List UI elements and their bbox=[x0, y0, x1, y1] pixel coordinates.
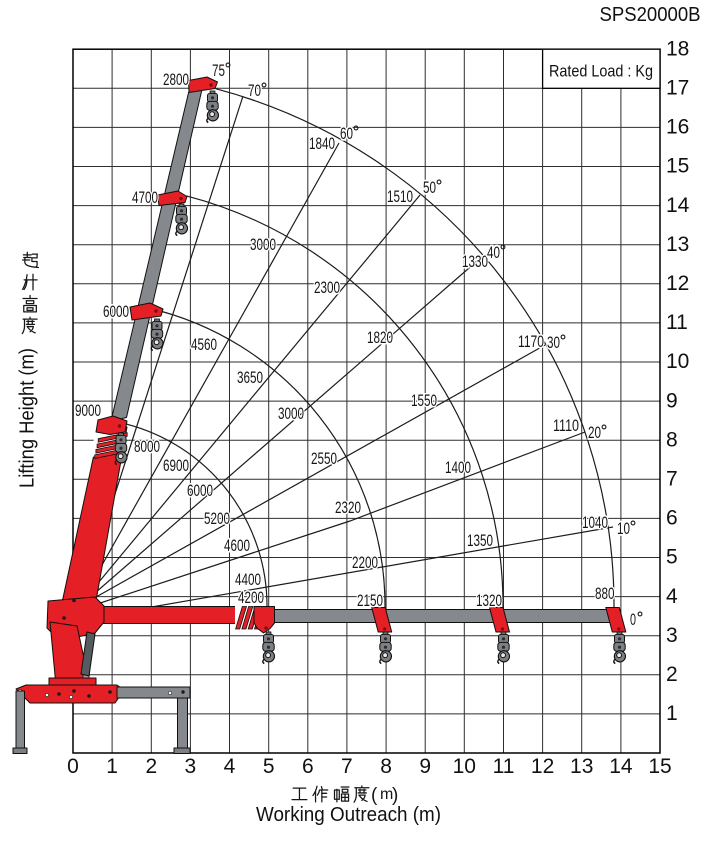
svg-text:1110: 1110 bbox=[553, 416, 579, 435]
svg-text:4: 4 bbox=[224, 755, 236, 778]
svg-text:9: 9 bbox=[666, 389, 678, 412]
svg-text:7: 7 bbox=[666, 468, 678, 491]
svg-text:4560: 4560 bbox=[191, 335, 217, 354]
svg-text:4600: 4600 bbox=[224, 536, 250, 555]
svg-text:8: 8 bbox=[380, 755, 392, 778]
svg-text:6: 6 bbox=[302, 755, 314, 778]
svg-text:1170: 1170 bbox=[518, 332, 544, 351]
svg-text:2800: 2800 bbox=[163, 70, 189, 89]
svg-text:70: 70 bbox=[248, 81, 261, 100]
svg-text:2320: 2320 bbox=[335, 498, 361, 517]
svg-text:60: 60 bbox=[340, 124, 353, 143]
svg-text:1400: 1400 bbox=[445, 458, 471, 477]
svg-text:2200: 2200 bbox=[352, 553, 378, 572]
svg-text:4400: 4400 bbox=[235, 570, 261, 589]
svg-text:1: 1 bbox=[106, 755, 118, 778]
svg-text:m: m bbox=[380, 786, 393, 803]
svg-text:3: 3 bbox=[666, 624, 678, 647]
svg-text:1820: 1820 bbox=[367, 328, 393, 347]
svg-text:9000: 9000 bbox=[75, 401, 101, 420]
svg-text:1040: 1040 bbox=[582, 513, 608, 532]
svg-text:50: 50 bbox=[423, 178, 436, 197]
svg-text:14: 14 bbox=[609, 755, 633, 778]
svg-text:Rated Load : Kg: Rated Load : Kg bbox=[549, 63, 653, 81]
svg-text:0: 0 bbox=[630, 610, 636, 629]
svg-text:1330: 1330 bbox=[462, 252, 488, 271]
svg-text:4700: 4700 bbox=[132, 188, 158, 207]
svg-text:13: 13 bbox=[570, 755, 593, 778]
svg-text:10: 10 bbox=[617, 519, 630, 538]
svg-text:0: 0 bbox=[67, 755, 79, 778]
svg-text:10: 10 bbox=[453, 755, 476, 778]
svg-text:4200: 4200 bbox=[238, 588, 264, 607]
svg-text:15: 15 bbox=[666, 155, 689, 178]
svg-text:17: 17 bbox=[666, 77, 689, 100]
svg-text:2: 2 bbox=[145, 755, 157, 778]
svg-text:5: 5 bbox=[263, 755, 275, 778]
svg-text:18: 18 bbox=[666, 37, 689, 60]
svg-text:1510: 1510 bbox=[387, 187, 413, 206]
svg-text:6000: 6000 bbox=[103, 302, 129, 321]
svg-text:3650: 3650 bbox=[237, 368, 263, 387]
svg-text:10: 10 bbox=[666, 350, 689, 373]
svg-text:880: 880 bbox=[595, 584, 615, 603]
svg-text:3: 3 bbox=[185, 755, 197, 778]
svg-text:11: 11 bbox=[493, 755, 515, 778]
svg-text:(: ( bbox=[371, 785, 378, 806]
svg-text:1: 1 bbox=[666, 702, 678, 725]
svg-text:4: 4 bbox=[666, 585, 678, 608]
svg-text:40: 40 bbox=[487, 243, 500, 262]
svg-text:6900: 6900 bbox=[163, 456, 189, 475]
svg-text:75: 75 bbox=[212, 61, 225, 80]
svg-text:7: 7 bbox=[341, 755, 353, 778]
svg-text:1350: 1350 bbox=[467, 531, 493, 550]
svg-text:16: 16 bbox=[666, 116, 689, 139]
svg-text:2: 2 bbox=[666, 663, 678, 686]
svg-text:2550: 2550 bbox=[311, 449, 337, 468]
svg-text:5200: 5200 bbox=[204, 509, 230, 528]
svg-text:12: 12 bbox=[666, 272, 689, 295]
svg-text:5: 5 bbox=[666, 546, 678, 569]
svg-text:SPS20000B: SPS20000B bbox=[600, 4, 701, 26]
svg-text:14: 14 bbox=[666, 194, 690, 217]
svg-text:6: 6 bbox=[666, 507, 678, 530]
svg-text:Working Outreach (m): Working Outreach (m) bbox=[256, 804, 441, 826]
svg-text:8: 8 bbox=[666, 428, 678, 451]
svg-text:): ) bbox=[392, 785, 398, 806]
svg-text:6000: 6000 bbox=[187, 481, 213, 500]
svg-text:1840: 1840 bbox=[309, 134, 335, 153]
svg-text:9: 9 bbox=[419, 755, 431, 778]
svg-text:1550: 1550 bbox=[411, 391, 437, 410]
svg-text:15: 15 bbox=[648, 755, 671, 778]
svg-text:8000: 8000 bbox=[134, 437, 160, 456]
svg-text:20: 20 bbox=[588, 423, 601, 442]
svg-text:2300: 2300 bbox=[314, 278, 340, 297]
svg-text:3000: 3000 bbox=[278, 404, 304, 423]
svg-text:12: 12 bbox=[531, 755, 554, 778]
svg-text:2150: 2150 bbox=[357, 591, 383, 610]
svg-text:13: 13 bbox=[666, 233, 689, 256]
svg-text:Lifting Height (m): Lifting Height (m) bbox=[17, 348, 39, 488]
svg-text:1320: 1320 bbox=[476, 591, 502, 610]
svg-text:11: 11 bbox=[666, 311, 688, 334]
svg-text:3000: 3000 bbox=[250, 235, 276, 254]
svg-text:30: 30 bbox=[547, 333, 560, 352]
